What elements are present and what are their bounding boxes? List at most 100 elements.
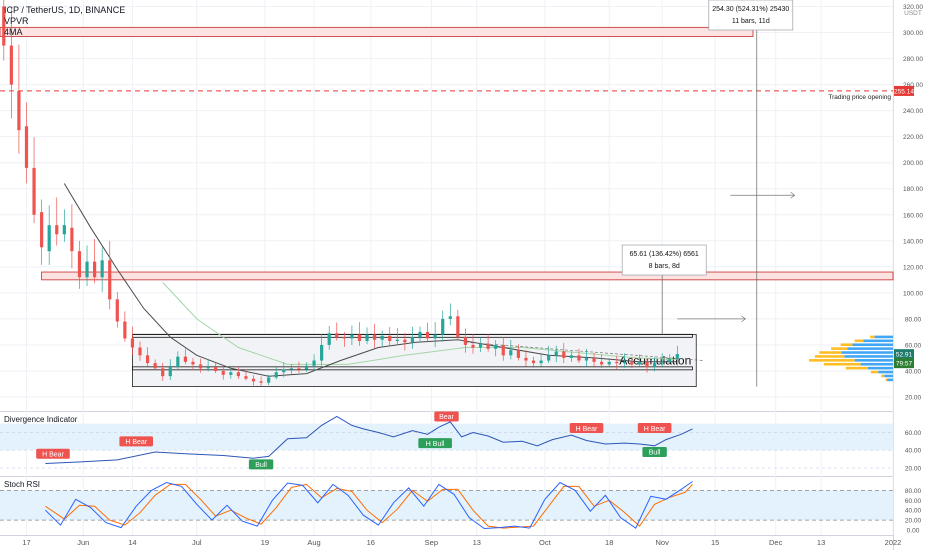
- candle-body[interactable]: [335, 333, 339, 338]
- candle-body[interactable]: [577, 355, 581, 361]
- divergence-label-box[interactable]: [642, 446, 667, 457]
- candle-body[interactable]: [206, 367, 210, 369]
- candle-body[interactable]: [47, 225, 51, 252]
- indicator-4ma[interactable]: 4MA: [4, 27, 23, 37]
- candle-body[interactable]: [600, 361, 604, 365]
- candle-body[interactable]: [320, 344, 324, 361]
- candle-body[interactable]: [403, 339, 407, 343]
- candle-body[interactable]: [176, 356, 180, 368]
- candle-body[interactable]: [183, 356, 188, 362]
- resistance-zone[interactable]: [0, 26, 754, 37]
- candle-body[interactable]: [2, 6, 6, 46]
- candle-body[interactable]: [198, 364, 203, 369]
- candle-body[interactable]: [494, 344, 498, 349]
- candle-body[interactable]: [425, 331, 430, 339]
- candle-body[interactable]: [236, 372, 240, 377]
- candle-body[interactable]: [463, 337, 468, 345]
- candle-body[interactable]: [282, 369, 286, 373]
- candle-body[interactable]: [115, 299, 119, 322]
- candle-body[interactable]: [365, 334, 369, 342]
- candle-body[interactable]: [531, 360, 536, 364]
- resistance-zone[interactable]: [41, 271, 894, 281]
- candle-body[interactable]: [645, 361, 649, 368]
- candle-body[interactable]: [214, 367, 218, 371]
- divergence-pane[interactable]: Divergence Indicator H Bear H Bear Bull Bear…: [0, 411, 893, 470]
- candle-body[interactable]: [17, 91, 21, 131]
- candle-body[interactable]: [478, 343, 483, 348]
- candle-body[interactable]: [350, 334, 354, 339]
- divergence-label-box[interactable]: [569, 423, 604, 434]
- candle-body[interactable]: [191, 361, 195, 365]
- slow-moving-average-line[interactable]: [162, 282, 678, 365]
- candle-body[interactable]: [229, 372, 233, 375]
- price-axis[interactable]: 20.00 40.00 60.00 80.00 100.00 120.00 140.00 16…: [894, 4, 923, 535]
- candle-body[interactable]: [501, 344, 505, 356]
- candle-body[interactable]: [32, 167, 36, 215]
- candle-body[interactable]: [668, 359, 672, 362]
- candle-body[interactable]: [373, 334, 377, 340]
- candle-body[interactable]: [653, 363, 657, 368]
- candle-body[interactable]: [70, 227, 74, 252]
- divergence-label-box[interactable]: [637, 423, 672, 434]
- candle-body[interactable]: [168, 367, 172, 377]
- candle-body[interactable]: [418, 331, 422, 338]
- candle-body[interactable]: [327, 333, 331, 345]
- divergence-line[interactable]: [45, 415, 693, 464]
- candle-body[interactable]: [153, 363, 157, 369]
- candle-body[interactable]: [554, 351, 558, 356]
- candle-body[interactable]: [24, 126, 29, 168]
- candle-body[interactable]: [312, 360, 316, 366]
- candle-body[interactable]: [456, 316, 460, 338]
- candle-body[interactable]: [584, 357, 589, 361]
- candle-body[interactable]: [388, 335, 392, 342]
- candle-body[interactable]: [539, 360, 543, 364]
- measure-box[interactable]: [708, 0, 794, 31]
- candle-body[interactable]: [433, 334, 437, 339]
- candle-body[interactable]: [622, 361, 626, 364]
- candle-body[interactable]: [615, 361, 619, 364]
- stoch-k-line[interactable]: [45, 481, 693, 530]
- candle-body[interactable]: [85, 261, 89, 278]
- candle-body[interactable]: [675, 354, 679, 360]
- time-axis[interactable]: 17 Jun 14 Jul 19 Aug 16 Sep 13 Oct 18 Nov 15 Dec 13 202…: [22, 538, 901, 547]
- candle-body[interactable]: [547, 355, 551, 361]
- divergence-label-box[interactable]: [36, 448, 70, 459]
- range-line[interactable]: [132, 366, 693, 371]
- candle-body[interactable]: [138, 347, 142, 356]
- candle-body[interactable]: [509, 350, 513, 356]
- candle-body[interactable]: [289, 368, 293, 370]
- measure-box[interactable]: [621, 244, 707, 276]
- candle-body[interactable]: [637, 361, 642, 365]
- candle-body[interactable]: [244, 376, 248, 379]
- candle-body[interactable]: [569, 355, 573, 358]
- candle-body[interactable]: [40, 212, 44, 248]
- candle-body[interactable]: [108, 260, 112, 300]
- candle-body[interactable]: [77, 251, 82, 278]
- candle-body[interactable]: [62, 225, 66, 235]
- candle-body[interactable]: [304, 365, 309, 370]
- candle-body[interactable]: [130, 338, 135, 348]
- stoch-rsi-pane[interactable]: Stoch RSI: [0, 480, 893, 530]
- candle-body[interactable]: [251, 378, 256, 382]
- candle-body[interactable]: [55, 225, 59, 235]
- candle-body[interactable]: [592, 357, 596, 362]
- candle-body[interactable]: [297, 368, 301, 370]
- candle-body[interactable]: [342, 337, 346, 339]
- candle-body[interactable]: [471, 344, 475, 348]
- candle-body[interactable]: [607, 361, 611, 365]
- candle-body[interactable]: [357, 334, 362, 342]
- candle-body[interactable]: [221, 370, 225, 375]
- candle-body[interactable]: [100, 260, 104, 278]
- candle-body[interactable]: [524, 357, 528, 361]
- candle-body[interactable]: [486, 343, 490, 349]
- divergence-label-box[interactable]: [418, 438, 452, 449]
- divergence-label-box[interactable]: [119, 436, 154, 447]
- candle-body[interactable]: [410, 337, 415, 343]
- candle-body[interactable]: [92, 261, 97, 278]
- candle-body[interactable]: [259, 381, 263, 383]
- candle-body[interactable]: [630, 361, 634, 365]
- candle-body[interactable]: [562, 351, 566, 358]
- candle-body[interactable]: [380, 335, 384, 340]
- accumulation-box[interactable]: [132, 334, 697, 387]
